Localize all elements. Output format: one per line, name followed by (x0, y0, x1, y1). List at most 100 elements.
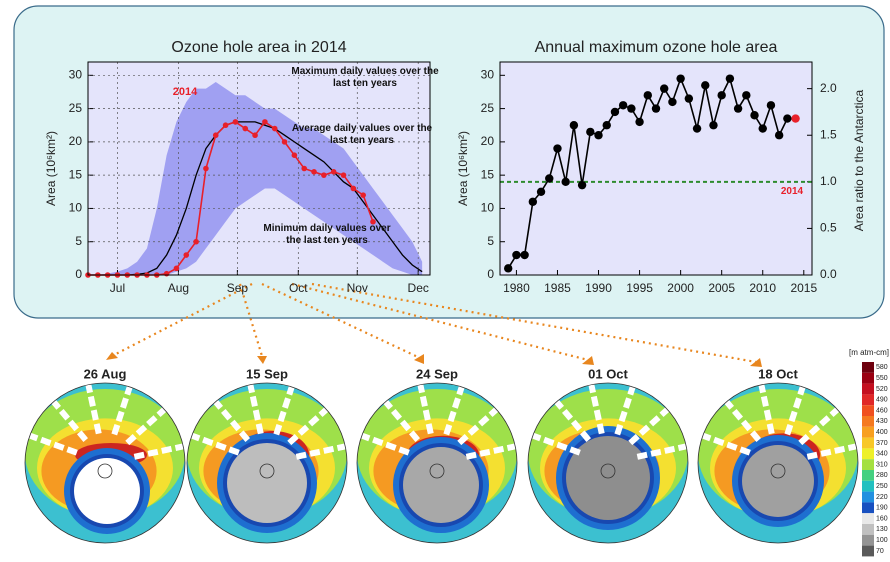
y-tick-label: 0 (75, 267, 82, 281)
colorbar-unit: [m atm-cm] (849, 348, 889, 357)
x-tick-label: Jul (110, 281, 125, 295)
y2-axis-label: Area ratio to the Antarctica (852, 89, 866, 231)
data-point (685, 94, 693, 102)
arrow-heads (106, 352, 762, 367)
colorbar-label: 520 (876, 386, 888, 393)
data-point (668, 98, 676, 106)
y2-tick-label: 0.5 (820, 221, 837, 235)
colorbar-segment (862, 373, 874, 384)
annotation: 2014 (160, 86, 210, 98)
colorbar-label: 160 (876, 515, 888, 522)
ozone-map (525, 377, 694, 543)
y-tick-label: 30 (69, 67, 83, 81)
colorbar-segment (862, 513, 874, 524)
data-point (603, 121, 611, 129)
ozone-map (354, 377, 523, 543)
data-point (292, 152, 298, 158)
data-point (213, 132, 219, 138)
data-point (775, 131, 783, 139)
data-point (537, 188, 545, 196)
colorbar-segment (862, 362, 874, 373)
map-title: 15 Sep (246, 366, 288, 381)
data-point (164, 271, 170, 277)
colorbar-label: 550 (876, 375, 888, 382)
data-point (504, 264, 512, 272)
colorbar-label: 250 (876, 483, 888, 490)
y-tick-label: 25 (481, 101, 495, 115)
colorbar-segment (862, 546, 874, 557)
data-point (660, 84, 668, 92)
colorbar-segment (862, 427, 874, 438)
y-tick-label: 30 (481, 67, 495, 81)
map-title: 01 Oct (588, 366, 628, 381)
data-point (351, 186, 357, 192)
colorbar-label: 310 (876, 461, 888, 468)
colorbar-segment (862, 448, 874, 459)
colorbar-segment (862, 416, 874, 427)
colorbar-label: 220 (876, 494, 888, 501)
data-point (321, 172, 327, 178)
data-point (717, 91, 725, 99)
data-point (586, 128, 594, 136)
annotation: Maximum daily values over the last ten y… (290, 66, 440, 90)
data-point (183, 252, 189, 258)
chart-title: Ozone hole area in 2014 (171, 39, 346, 56)
data-point (767, 101, 775, 109)
colorbar-label: 280 (876, 472, 888, 479)
y2-tick-label: 0.0 (820, 267, 837, 281)
map-title: 24 Sep (416, 366, 458, 381)
x-tick-label: 1995 (626, 281, 653, 295)
data-point (341, 172, 347, 178)
x-tick-label: 1990 (585, 281, 612, 295)
data-point (742, 91, 750, 99)
data-point (619, 101, 627, 109)
x-tick-label: Aug (168, 281, 189, 295)
y-tick-label: 20 (69, 134, 83, 148)
plot-area (500, 62, 812, 275)
colorbar-segment (862, 470, 874, 481)
y-tick-label: 15 (69, 167, 83, 181)
colorbar-label: 490 (876, 397, 888, 404)
colorbar-segment (862, 438, 874, 449)
colorbar-label: 370 (876, 440, 888, 447)
x-tick-label: 1985 (544, 281, 571, 295)
data-point (233, 119, 239, 125)
colorbar-segment (862, 502, 874, 513)
x-tick-label: Oct (289, 281, 308, 295)
data-point (529, 198, 537, 206)
y-tick-label: 5 (75, 234, 82, 248)
data-point (594, 131, 602, 139)
data-point (331, 169, 337, 175)
data-point (759, 124, 767, 132)
colorbar-segment (862, 492, 874, 503)
y-tick-label: 10 (481, 201, 495, 215)
y-tick-label: 0 (487, 267, 494, 281)
data-point (783, 114, 791, 122)
ozone-map (184, 377, 353, 543)
colorbar-label: 430 (876, 418, 888, 425)
data-point (561, 178, 569, 186)
colorbar-label: 340 (876, 451, 888, 458)
data-point (791, 114, 799, 122)
y-axis-label: Area (10⁶km²) (44, 131, 58, 206)
ozone-map (22, 377, 191, 543)
data-point (693, 124, 701, 132)
data-point (611, 108, 619, 116)
data-point (203, 166, 209, 172)
data-point (627, 104, 635, 112)
y2-tick-label: 1.0 (820, 174, 837, 188)
colorbar-label: 100 (876, 537, 888, 544)
x-tick-label: 2010 (749, 281, 776, 295)
map-hole (227, 443, 307, 523)
annotation: Minimum daily values over the last ten y… (262, 223, 392, 247)
colorbar-segment (862, 481, 874, 492)
data-point (644, 91, 652, 99)
y-tick-label: 25 (69, 101, 83, 115)
x-tick-label: 1980 (503, 281, 530, 295)
x-tick-label: 2005 (708, 281, 735, 295)
data-point (252, 132, 258, 138)
annotation: 2014 (772, 186, 812, 198)
chart: Ozone hole area in 2014 Area (10⁶km²) 0 5 10… (0, 0, 890, 562)
data-point (734, 104, 742, 112)
colorbar-label: 70 (876, 548, 884, 555)
